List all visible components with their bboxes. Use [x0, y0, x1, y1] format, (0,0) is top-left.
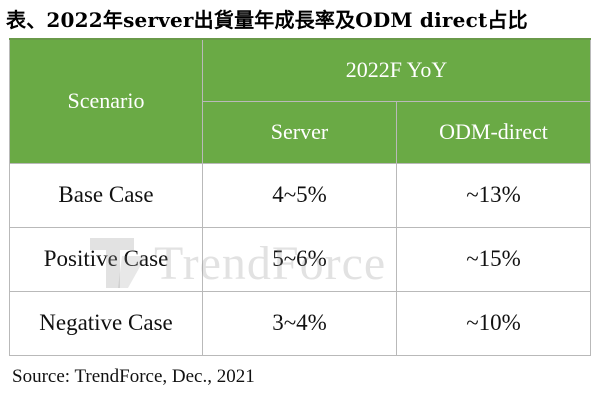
table-title: 表、2022年server出貨量年成長率及ODM direct占比	[6, 8, 528, 32]
row-server: 4~5%	[202, 162, 397, 228]
yoy-table: Scenario 2022F YoY Server ODM-direct Bas…	[9, 38, 591, 356]
row-scenario: Negative Case	[9, 290, 203, 356]
row-odm-direct: ~13%	[396, 162, 591, 228]
row-scenario: Base Case	[9, 162, 203, 228]
header-2022f-yoy: 2022F YoY	[202, 38, 591, 102]
table-row: Negative Case 3~4% ~10%	[9, 290, 591, 356]
row-server: 5~6%	[202, 226, 397, 292]
row-scenario: Positive Case	[9, 226, 203, 292]
row-odm-direct: ~10%	[396, 290, 591, 356]
source-note: Source: TrendForce, Dec., 2021	[12, 366, 255, 387]
table-row: Positive Case 5~6% ~15%	[9, 226, 591, 292]
table-row: Base Case 4~5% ~13%	[9, 162, 591, 228]
header-scenario: Scenario	[9, 38, 203, 164]
row-server: 3~4%	[202, 290, 397, 356]
header-server: Server	[202, 100, 397, 164]
header-odm-direct: ODM-direct	[396, 100, 591, 164]
row-odm-direct: ~15%	[396, 226, 591, 292]
